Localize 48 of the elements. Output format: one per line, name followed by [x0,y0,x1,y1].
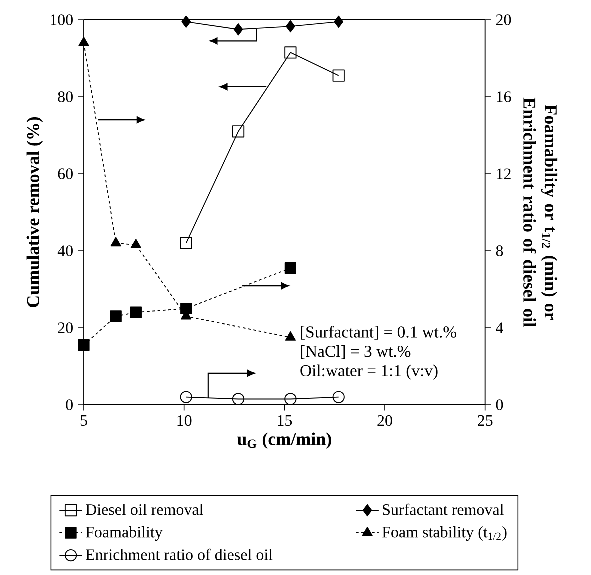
point [332,70,345,82]
x-tick-label: 10 [178,415,192,426]
point [78,37,90,46]
x-axis-title: u$_{G}$ (cm/min) [237,432,332,449]
x-tick-label: 5 [80,415,88,426]
y2-tick-label: 20 [496,14,512,26]
point [232,393,245,406]
x-tick-label: 25 [478,415,493,426]
y2-tick-label: 0 [496,400,504,410]
y-tick-label: 0 [66,400,73,410]
point [286,20,296,33]
point [232,126,245,138]
point [110,237,122,247]
point [110,310,122,322]
point [78,340,90,352]
legend-label: Foam stability (t$_{1/2}$) [382,526,507,542]
point [284,262,296,274]
legend-label: Surfactant removal [383,504,504,516]
point [130,306,142,318]
point [332,391,345,404]
y-tick-label: 40 [58,246,73,256]
point [130,239,142,248]
y-tick-label: 100 [51,14,73,26]
point [285,332,296,341]
annotation: [NaCl] = 3 wt.% [301,345,411,360]
y-tick-label: 20 [58,322,73,334]
point [180,302,192,315]
y-axis-title: Cumulative removal (%) [26,117,44,308]
point [182,16,192,28]
annotation: Oil:water = 1:1 (v:v) [300,364,438,380]
annotation: [Surfactant] = 0.1 wt.% [301,326,456,340]
legend-label: Enrichment ratio of diesel oil [86,548,273,560]
y2-tick-label: 8 [496,246,504,256]
y2-tick-label: 4 [496,322,504,334]
y2-tick-label: 16 [497,92,512,102]
y-tick-label: 60 [58,168,73,180]
x-tick-label: 20 [378,415,392,426]
point [334,16,344,28]
point [180,237,192,250]
legend-label: Foamability [86,526,163,542]
y-tick-label: 80 [58,92,73,102]
point [284,393,297,406]
point [284,46,297,59]
x-tick-label: 15 [278,415,292,426]
legend-label: Diesel oil removal [86,504,204,516]
point [180,391,192,404]
point [234,24,244,36]
y2-tick-label: 12 [497,168,511,180]
